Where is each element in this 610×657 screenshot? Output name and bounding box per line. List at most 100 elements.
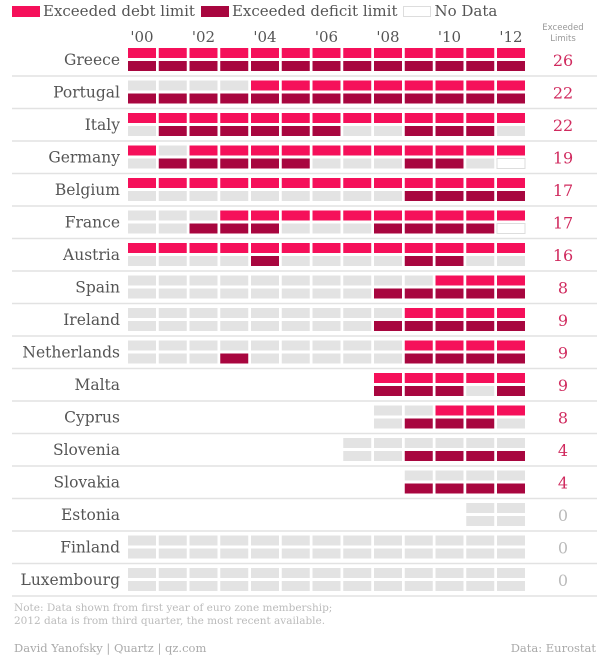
deficit-cell-2012	[497, 548, 525, 559]
deficit-cell-2008	[374, 321, 402, 331]
debt-cell-2008	[374, 275, 402, 286]
debt-cell-2010	[435, 243, 464, 253]
deficit-cell-2012	[497, 353, 525, 364]
deficit-cell-2008	[374, 451, 402, 461]
exceeded-count: 0	[558, 539, 568, 558]
year-tick-label: '00	[130, 28, 153, 46]
country-label: France	[65, 214, 120, 232]
deficit-cell-2007	[343, 191, 372, 201]
deficit-cell-2003	[220, 223, 249, 234]
deficit-cell-2005	[281, 223, 310, 234]
deficit-cell-2002	[189, 288, 218, 299]
debt-cell-2012	[497, 145, 525, 156]
deficit-cell-2006	[312, 126, 341, 136]
deficit-cell-2007	[343, 321, 372, 331]
count-header: Exceeded	[542, 23, 583, 33]
debt-cell-2009	[404, 48, 433, 58]
debt-cell-2002	[189, 308, 218, 318]
deficit-cell-2012	[497, 93, 525, 104]
debt-cell-2003	[220, 243, 249, 253]
deficit-cell-2011	[466, 256, 495, 266]
debt-cell-2010	[435, 405, 464, 416]
debt-cell-2006	[312, 308, 341, 318]
debt-cell-2011	[466, 405, 495, 416]
debt-cell-2001	[158, 210, 187, 221]
debt-cell-2010	[435, 568, 464, 578]
deficit-cell-2009	[404, 288, 433, 299]
deficit-cell-2012	[497, 256, 525, 266]
deficit-cell-2011	[466, 386, 495, 396]
country-label: Spain	[75, 279, 120, 297]
debt-cell-2000	[128, 113, 156, 123]
deficit-cell-2004	[251, 126, 279, 136]
deficit-cell-2006	[312, 61, 341, 71]
deficit-cell-2004	[251, 61, 279, 71]
deficit-cell-2008	[374, 548, 402, 559]
deficit-cell-2008	[374, 386, 402, 396]
country-label: Luxembourg	[21, 571, 121, 589]
deficit-cell-2001	[158, 321, 187, 331]
debt-cell-2003	[220, 113, 249, 123]
debt-cell-2010	[435, 470, 464, 481]
debt-cell-2003	[220, 178, 249, 188]
debt-cell-2010	[435, 308, 464, 318]
deficit-cell-2008	[374, 223, 402, 234]
deficit-cell-2007	[343, 61, 372, 71]
deficit-cell-2011	[466, 516, 495, 526]
deficit-cell-2003	[220, 191, 249, 201]
debt-cell-2010	[435, 145, 464, 156]
deficit-cell-2000	[128, 548, 156, 559]
debt-cell-2012	[497, 340, 525, 351]
deficit-cell-2012	[497, 288, 525, 299]
deficit-cell-2009	[404, 581, 433, 591]
deficit-cell-2007	[343, 223, 372, 234]
debt-cell-2011	[466, 275, 495, 286]
debt-cell-2003	[220, 535, 249, 546]
debt-cell-2000	[128, 178, 156, 188]
debt-cell-2003	[220, 568, 249, 578]
deficit-cell-2001	[158, 288, 187, 299]
year-tick-label: '04	[253, 28, 276, 46]
debt-cell-2007	[343, 340, 372, 351]
debt-cell-2004	[251, 275, 279, 286]
debt-cell-2010	[435, 113, 464, 123]
debt-cell-2003	[220, 340, 249, 351]
deficit-cell-2002	[189, 548, 218, 559]
debt-cell-2007	[343, 178, 372, 188]
debt-cell-2004	[251, 48, 279, 58]
debt-cell-2010	[435, 210, 464, 221]
deficit-cell-2006	[312, 158, 341, 169]
deficit-cell-2008	[374, 256, 402, 266]
debt-cell-2011	[466, 470, 495, 481]
deficit-cell-2006	[312, 548, 341, 559]
exceeded-count: 17	[553, 181, 573, 200]
debt-cell-2007	[343, 308, 372, 318]
year-tick-label: '12	[499, 28, 522, 46]
debt-cell-2001	[158, 535, 187, 546]
deficit-cell-2009	[404, 451, 433, 461]
deficit-cell-2004	[251, 548, 279, 559]
debt-cell-2012	[497, 113, 525, 123]
deficit-cell-2010	[435, 386, 464, 396]
debt-cell-2002	[189, 340, 218, 351]
deficit-cell-2009	[404, 223, 433, 234]
deficit-cell-2002	[189, 93, 218, 104]
debt-cell-2010	[435, 48, 464, 58]
deficit-cell-2000	[128, 223, 156, 234]
debt-cell-2004	[251, 145, 279, 156]
debt-cell-2002	[189, 210, 218, 221]
debt-cell-2009	[404, 113, 433, 123]
debt-cell-2009	[404, 178, 433, 188]
debt-cell-2009	[404, 470, 433, 481]
debt-cell-2003	[220, 80, 249, 91]
deficit-cell-2009	[404, 61, 433, 71]
deficit-cell-2005	[281, 581, 310, 591]
debt-cell-2004	[251, 340, 279, 351]
deficit-cell-2011	[466, 223, 495, 234]
debt-cell-2010	[435, 178, 464, 188]
legend: Exceeded debt limit Exceeded deficit lim…	[12, 2, 503, 20]
deficit-cell-2006	[312, 288, 341, 299]
exceeded-count: 8	[558, 279, 568, 298]
deficit-cell-2003	[220, 288, 249, 299]
debt-cell-2002	[189, 535, 218, 546]
